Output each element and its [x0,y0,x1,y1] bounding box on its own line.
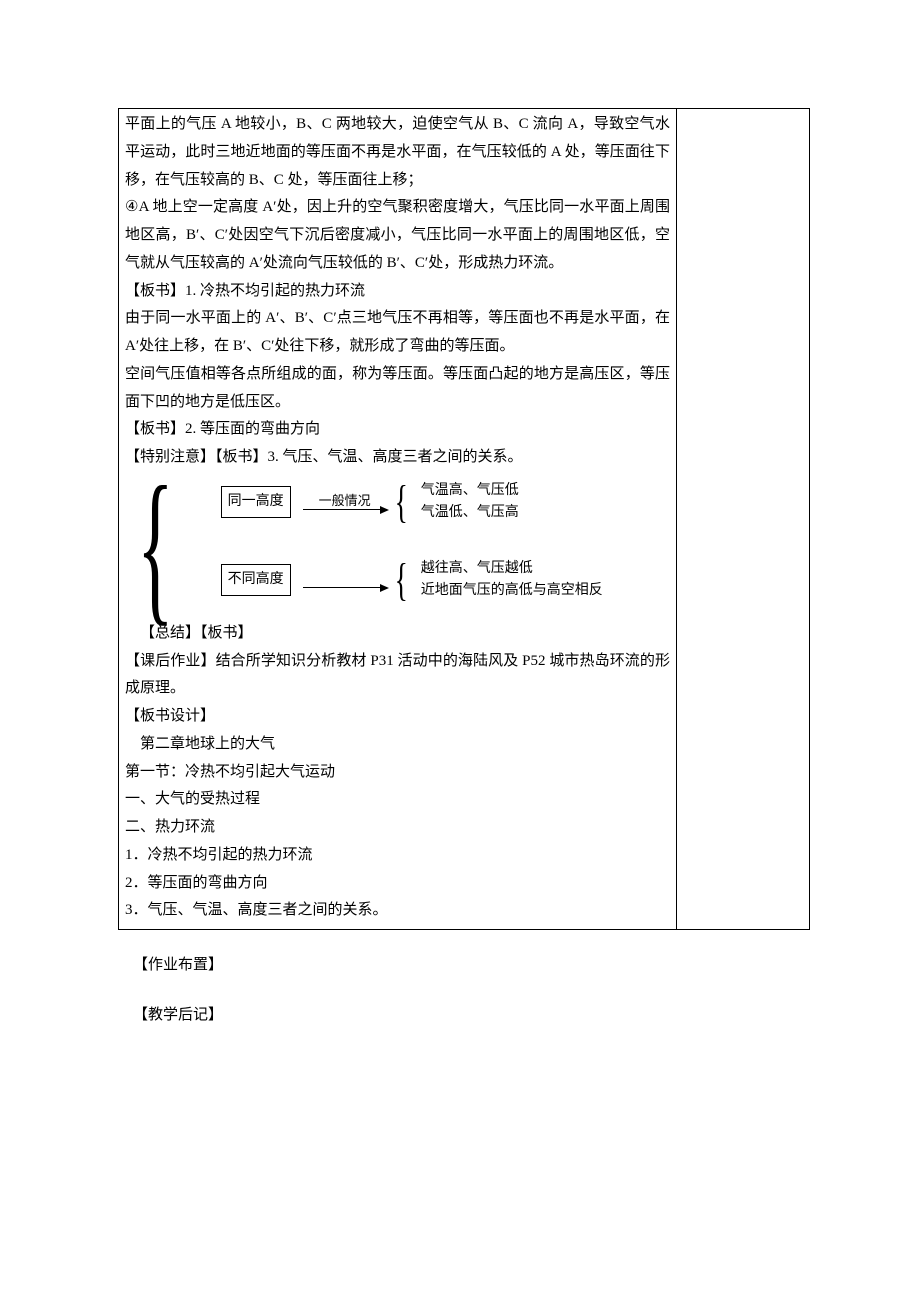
board-2: 【板书】2. 等压面的弯曲方向 [125,416,670,444]
paragraph-4: 由于同一水平面上的 A′、B′、C′点三地气压不再相等，等压面也不再是水平面，在… [125,305,670,361]
after-table-block: 【作业布置】 【教学后记】 [118,952,810,1030]
outline-2-3: 3．气压、气温、高度三者之间的关系。 [125,897,670,925]
homework: 【课后作业】结合所学知识分析教材 P31 活动中的海陆风及 P52 城市热岛环流… [125,648,670,704]
outer-brace-icon: { [137,478,175,614]
outline-1: 一、大气的受热过程 [125,786,670,814]
arrow-icon [303,587,387,588]
outline-2-2: 2．等压面的弯曲方向 [125,870,670,898]
diff-height-label: 不同高度 [221,564,291,596]
r2b: 近地面气压的高低与高空相反 [421,580,603,602]
brace-icon: { [391,481,409,522]
section-title: 第一节：冷热不均引起大气运动 [125,759,670,787]
relation-diagram: { 同一高度 一般情况 { 气温高、气压低 [125,472,670,620]
outline-2-1: 1．冷热不均引起的热力环流 [125,842,670,870]
paragraph-1: 平面上的气压 A 地较小，B、C 两地较大，迫使空气从 B、C 流向 A，导致空… [125,111,670,194]
assignment-heading: 【作业布置】 [118,952,810,980]
diff-height-row: 不同高度 . { 越往高、气压越低 近地面气压的高低与高空相反 [221,558,603,602]
arrow-icon [303,509,387,510]
brace-icon: { [391,559,409,600]
board-1: 【板书】1. 冷热不均引起的热力环流 [125,278,670,306]
r1b: 气温低、气压高 [421,502,519,524]
main-table: 平面上的气压 A 地较小，B、C 两地较大，迫使空气从 B、C 流向 A，导致空… [118,108,810,930]
r2a: 越往高、气压越低 [421,558,603,580]
r1a: 气温高、气压低 [421,480,519,502]
notes-cell [677,109,810,930]
paragraph-2: ④A 地上空一定高度 A′处，因上升的空气聚积密度增大，气压比同一水平面上周围地… [125,194,670,277]
paragraph-5: 空间气压值相等各点所组成的面，称为等压面。等压面凸起的地方是高压区，等压面下凹的… [125,361,670,417]
content-cell: 平面上的气压 A 地较小，B、C 两地较大，迫使空气从 B、C 流向 A，导致空… [119,109,677,930]
page: 平面上的气压 A 地较小，B、C 两地较大，迫使空气从 B、C 流向 A，导致空… [0,0,920,1302]
outline-2: 二、热力环流 [125,814,670,842]
board-3: 【特别注意】【板书】3. 气压、气温、高度三者之间的关系。 [125,444,670,472]
arrow-label: 一般情况 [303,493,387,509]
board-design-heading: 【板书设计】 [125,703,670,731]
chapter-title: 第二章地球上的大气 [125,731,670,759]
summary-heading: 【总结】【板书】 [125,620,670,648]
same-height-label: 同一高度 [221,486,291,518]
postnote-heading: 【教学后记】 [118,1002,810,1030]
same-height-row: 同一高度 一般情况 { 气温高、气压低 气温低、气压高 [221,480,603,524]
